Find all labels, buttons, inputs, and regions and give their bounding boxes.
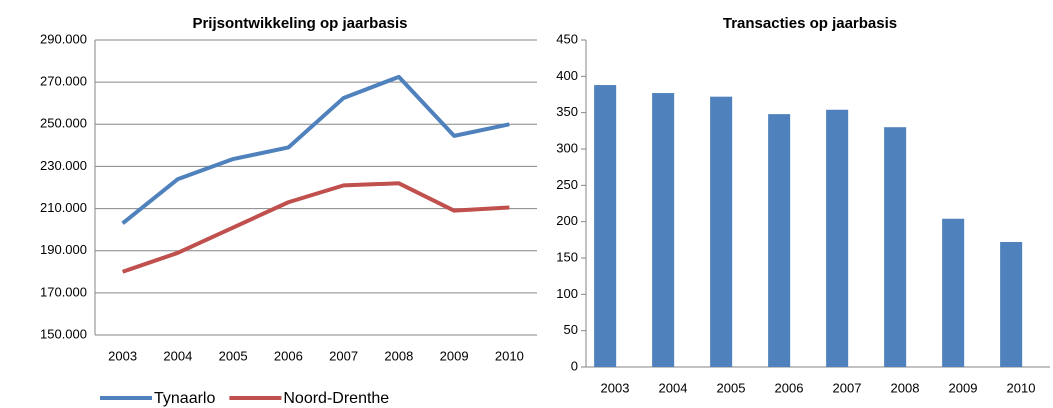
y-tick-label: 290.000 [40, 31, 87, 46]
y-tick-label: 250 [556, 177, 578, 192]
legend-label: Tynaarlo [154, 390, 215, 407]
line-series [121, 181, 510, 274]
chart-title: Prijsontwikkeling op jaarbasis [192, 15, 407, 32]
y-tick-label: 250.000 [40, 116, 87, 131]
legend-label: Noord-Drenthe [283, 390, 389, 407]
y-tick-label: 300 [556, 140, 578, 155]
bar [652, 93, 675, 368]
y-tick-label: 50 [564, 322, 578, 337]
x-tick-label: 2003 [108, 348, 137, 363]
x-tick-label: 2005 [717, 380, 746, 395]
bar [884, 127, 907, 367]
x-tick-label: 2009 [440, 348, 469, 363]
bar [710, 96, 733, 368]
y-tick-label: 170.000 [40, 284, 87, 299]
y-tick-label: 150.000 [40, 326, 87, 341]
x-tick-label: 2004 [163, 348, 192, 363]
bar [768, 114, 791, 368]
x-tick-label: 2007 [329, 348, 358, 363]
x-tick-label: 2004 [659, 380, 688, 395]
y-tick-label: 450 [556, 31, 578, 46]
x-tick-label: 2008 [891, 380, 920, 395]
y-tick-label: 350 [556, 104, 578, 119]
x-tick-label: 2010 [1007, 380, 1036, 395]
y-tick-label: 400 [556, 68, 578, 83]
y-tick-label: 200 [556, 213, 578, 228]
y-tick-label: 100 [556, 286, 578, 301]
bar [826, 109, 849, 367]
y-tick-label: 210.000 [40, 200, 87, 215]
x-tick-label: 2010 [495, 348, 524, 363]
bar [942, 218, 965, 367]
x-tick-label: 2003 [601, 380, 630, 395]
y-tick-label: 230.000 [40, 158, 87, 173]
chart-title: Transacties op jaarbasis [723, 15, 897, 32]
bar [1000, 242, 1023, 367]
y-tick-label: 0 [571, 358, 578, 373]
line-series [121, 74, 510, 225]
bar [594, 85, 617, 367]
x-tick-label: 2005 [219, 348, 248, 363]
x-tick-label: 2006 [775, 380, 804, 395]
x-tick-label: 2008 [384, 348, 413, 363]
x-tick-label: 2009 [949, 380, 978, 395]
x-tick-label: 2006 [274, 348, 303, 363]
y-tick-label: 190.000 [40, 242, 87, 257]
x-tick-label: 2007 [833, 380, 862, 395]
y-tick-label: 270.000 [40, 74, 87, 89]
y-tick-label: 150 [556, 249, 578, 264]
